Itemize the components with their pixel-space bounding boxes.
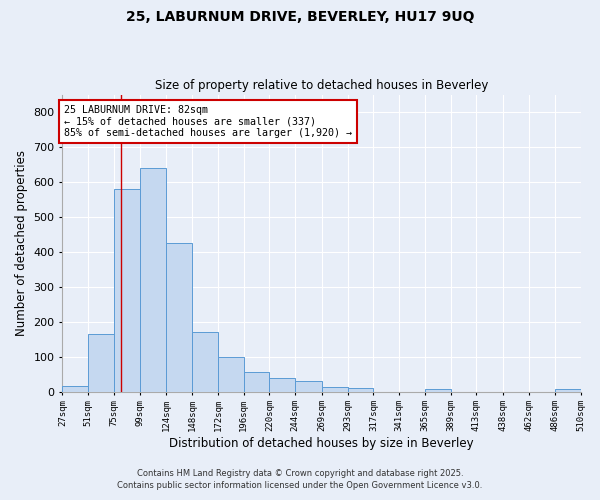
Bar (114, 189, 140, 392)
Text: 25 LABURNUM DRIVE: 82sqm
← 15% of detached houses are smaller (337)
85% of semi-: 25 LABURNUM DRIVE: 82sqm ← 15% of detach… (64, 105, 352, 138)
Bar (425, 389, 451, 392)
Bar (192, 332, 218, 392)
Bar (269, 378, 295, 392)
Bar (140, 168, 166, 392)
Y-axis label: Number of detached properties: Number of detached properties (15, 150, 28, 336)
Bar (244, 372, 269, 392)
Bar (62, 386, 88, 392)
Bar (88, 334, 114, 392)
Title: Size of property relative to detached houses in Beverley: Size of property relative to detached ho… (155, 79, 488, 92)
Bar (555, 389, 581, 392)
Bar (218, 356, 244, 392)
X-axis label: Distribution of detached houses by size in Beverley: Distribution of detached houses by size … (169, 437, 474, 450)
Bar (166, 243, 192, 392)
Bar (322, 388, 347, 392)
Text: 25, LABURNUM DRIVE, BEVERLEY, HU17 9UQ: 25, LABURNUM DRIVE, BEVERLEY, HU17 9UQ (126, 10, 474, 24)
Text: Contains HM Land Registry data © Crown copyright and database right 2025.
Contai: Contains HM Land Registry data © Crown c… (118, 468, 482, 490)
Bar (295, 381, 322, 392)
Bar (347, 388, 373, 392)
